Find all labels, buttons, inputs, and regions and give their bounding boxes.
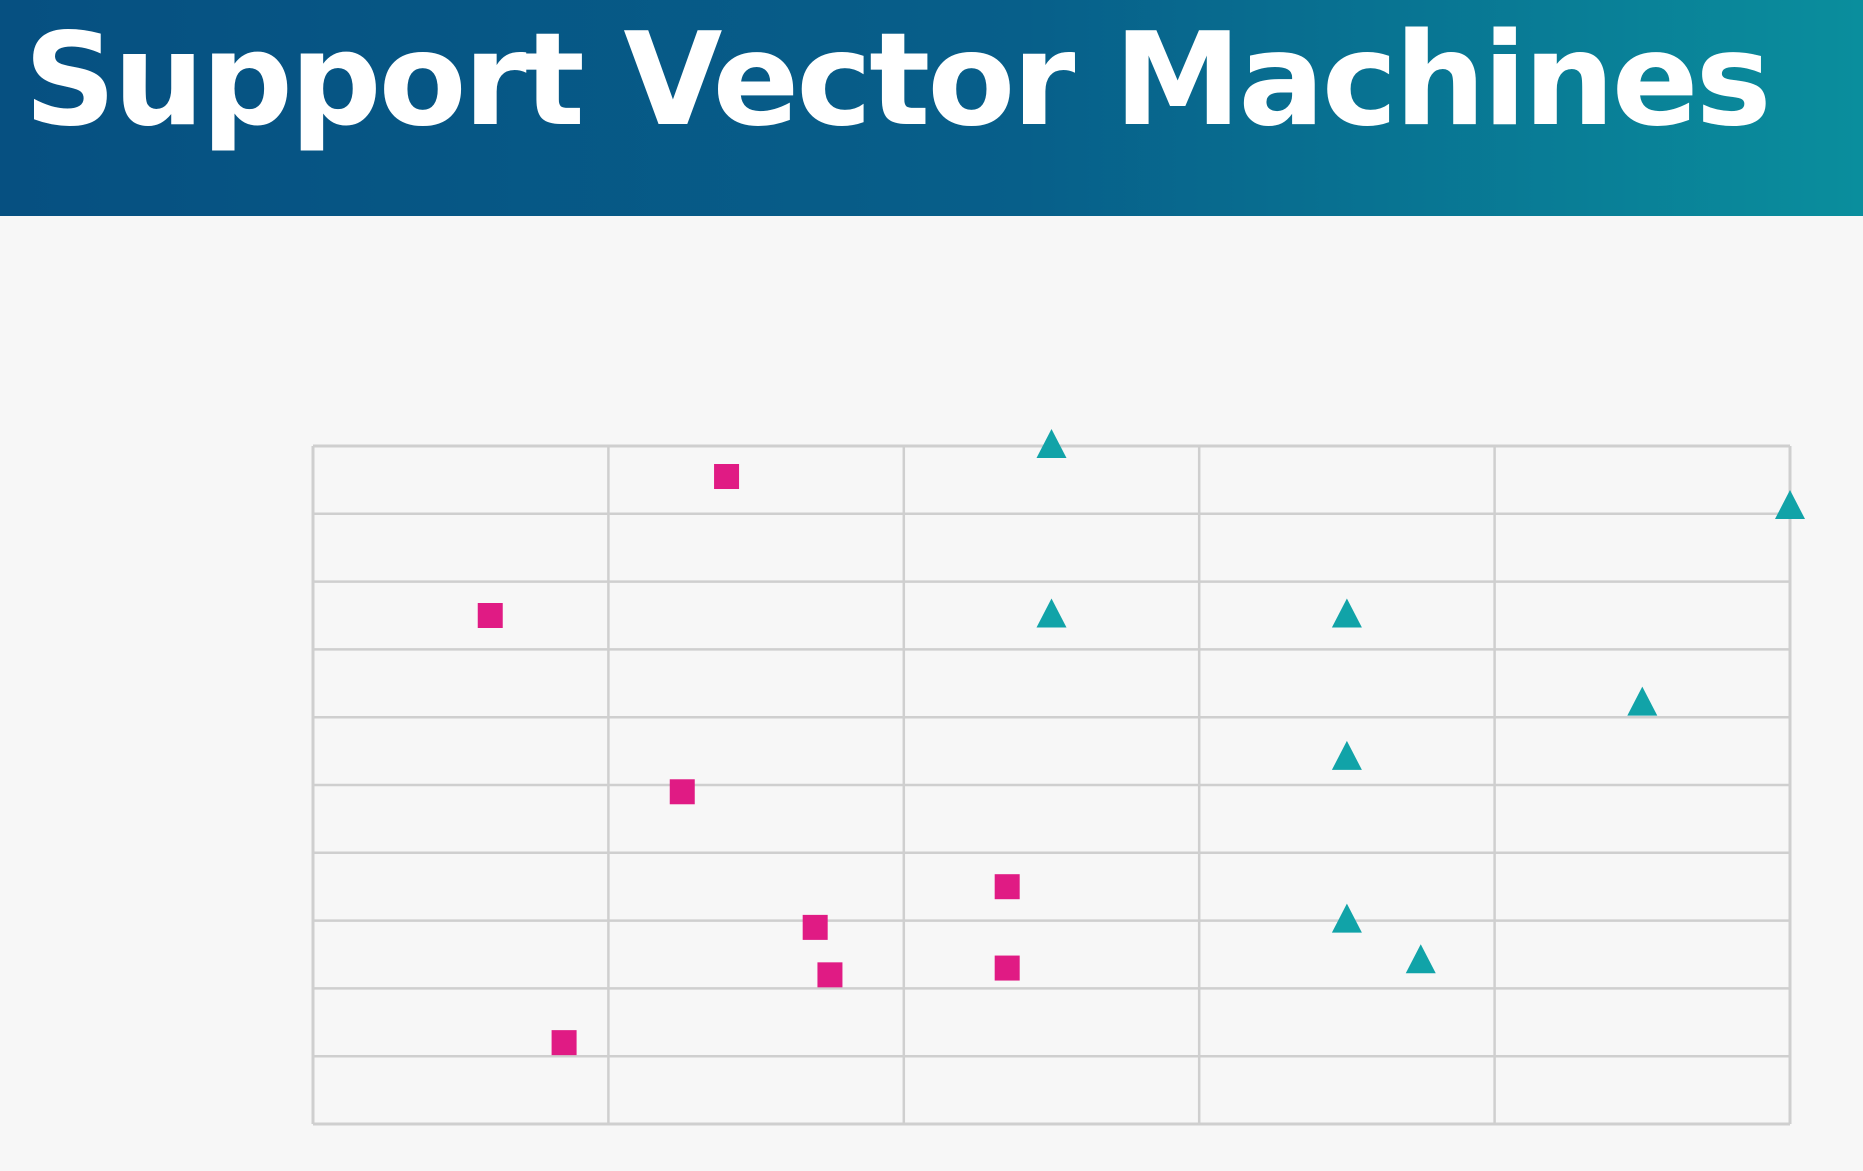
- title-bar: Support Vector Machines: [0, 0, 1863, 216]
- square-point: [477, 603, 503, 628]
- triangle-point: [1036, 598, 1067, 628]
- slide-body: [0, 216, 1863, 1171]
- chart-grid: [311, 444, 1792, 1126]
- square-point: [994, 955, 1020, 981]
- square-point: [817, 962, 843, 988]
- triangle-point: [1775, 490, 1805, 520]
- triangle-point: [1036, 429, 1067, 458]
- square-point: [994, 874, 1020, 900]
- triangle-point: [1627, 686, 1658, 716]
- triangle-point: [1331, 740, 1362, 770]
- triangle-point: [1331, 903, 1362, 933]
- triangle-point: [1331, 598, 1362, 628]
- slide-title: Support Vector Machines: [24, 6, 1772, 155]
- square-point: [802, 914, 828, 940]
- square-point: [714, 464, 740, 490]
- triangle-point: [1405, 944, 1436, 974]
- square-point: [551, 1030, 577, 1056]
- chart-points: [477, 429, 1805, 1056]
- square-point: [669, 779, 695, 805]
